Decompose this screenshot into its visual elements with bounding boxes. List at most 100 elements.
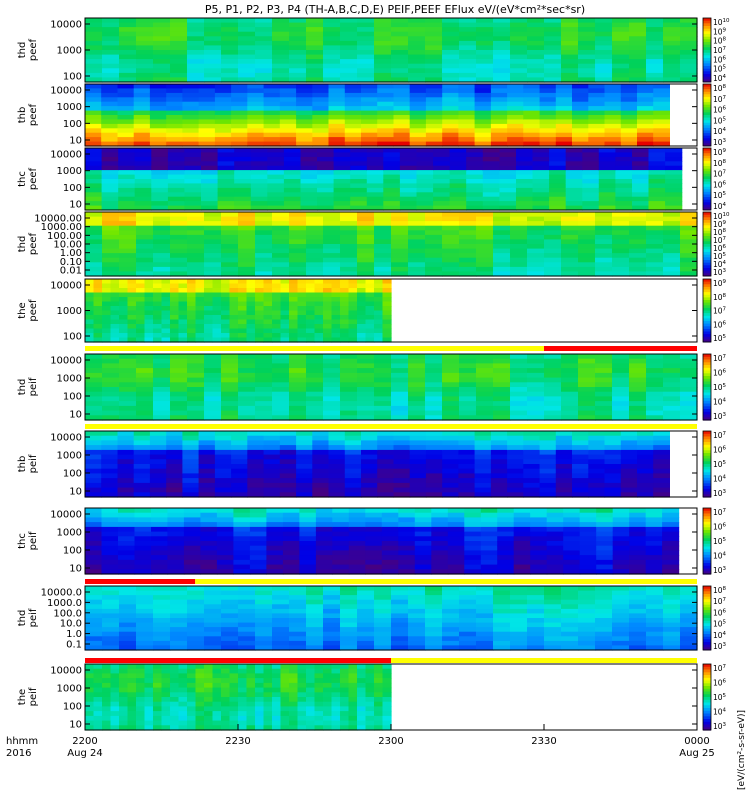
- spectrogram-cell: [490, 110, 508, 116]
- spectrogram-cell: [85, 119, 102, 125]
- spectrogram-cell: [612, 526, 630, 533]
- colorbar-segment: [703, 228, 711, 232]
- spectrogram-cell: [306, 590, 324, 596]
- spectrogram-cell: [561, 613, 579, 619]
- colorbar-segment: [703, 321, 711, 325]
- spectrogram-cell: [629, 257, 647, 263]
- spectrogram-cell: [555, 115, 573, 120]
- spectrogram-cell: [361, 101, 378, 107]
- spectrogram-cell: [604, 115, 622, 120]
- spectrogram-cell: [153, 640, 171, 647]
- spectrogram-cell: [391, 50, 409, 56]
- spectrogram-cell: [167, 550, 185, 556]
- spectrogram-cell: [425, 59, 443, 65]
- spectrogram-cell: [289, 271, 307, 277]
- spectrogram-cell: [312, 119, 330, 125]
- spectrogram-cell: [231, 84, 248, 89]
- panel-ylabel: the: [17, 302, 28, 318]
- spectrogram-cell: [549, 196, 567, 202]
- spectrogram-cell: [578, 244, 596, 250]
- spectrogram-cell: [166, 92, 183, 98]
- spectrogram-cell: [312, 132, 330, 138]
- spectrogram-cell: [466, 187, 484, 193]
- colorbar-segment: [703, 199, 711, 203]
- spectrogram-cell: [629, 40, 647, 47]
- spectrogram-cell: [665, 179, 683, 184]
- colorbar-frame: [702, 83, 712, 147]
- spectrogram-cell: [357, 368, 375, 374]
- spectrogram-cell: [474, 128, 492, 134]
- spectrogram-cell: [588, 132, 606, 138]
- spectrogram-cell: [595, 618, 613, 624]
- spectrogram-cell: [214, 449, 232, 456]
- spectrogram-cell: [629, 522, 647, 528]
- spectrogram-cell: [238, 613, 256, 619]
- spectrogram-cell: [497, 522, 515, 528]
- spectrogram-cell: [565, 165, 583, 171]
- spectrogram-cell: [133, 482, 151, 489]
- spectrogram-cell: [391, 271, 409, 277]
- spectrogram-cell: [289, 59, 307, 65]
- spectrogram-cell: [153, 310, 163, 316]
- spectrogram-cell: [344, 106, 362, 112]
- spectrogram-cell: [459, 387, 477, 393]
- spectrogram-cell: [85, 68, 103, 74]
- spectrogram-cell: [561, 40, 579, 47]
- spectrogram-cell: [134, 192, 152, 198]
- spectrogram-cell: [127, 310, 137, 316]
- spectrogram-cell: [680, 604, 698, 610]
- spectrogram-cell: [201, 187, 219, 193]
- spectrogram-cell: [167, 569, 185, 575]
- spectrogram-cell: [513, 508, 531, 514]
- spectrogram-cell: [102, 244, 120, 250]
- spectrogram-cell: [476, 239, 494, 245]
- spectrogram-cell: [136, 18, 154, 24]
- spectrogram-cell: [149, 473, 167, 479]
- spectrogram-cell: [272, 59, 290, 65]
- spectrogram-cell: [85, 522, 103, 528]
- spectrogram-cell: [523, 492, 541, 498]
- spectrogram-cell: [653, 487, 670, 493]
- spectrogram-cell: [604, 473, 622, 479]
- spectrogram-cell: [85, 687, 95, 693]
- spectrogram-cell: [289, 627, 307, 633]
- spectrogram-cell: [101, 92, 118, 98]
- spectrogram-cell: [204, 301, 214, 307]
- spectrogram-cell: [561, 45, 579, 51]
- ytick-label: 10: [69, 200, 82, 211]
- spectrogram-cell: [632, 148, 650, 153]
- spectrogram-cell: [357, 599, 375, 605]
- spectrogram-cell: [588, 487, 606, 493]
- spectrogram-cell: [629, 271, 647, 277]
- spectrogram-cell: [539, 141, 557, 147]
- spectrogram-cell: [187, 645, 205, 651]
- spectrogram-cell: [680, 18, 698, 24]
- spectrogram-cell: [357, 604, 375, 610]
- spectrogram-cell: [645, 536, 663, 542]
- spectrogram-cell: [546, 531, 564, 537]
- spectrogram-cell: [85, 187, 103, 193]
- spectrogram-cell: [588, 445, 606, 451]
- spectrogram-cell: [272, 18, 290, 24]
- spectrogram-cell: [136, 324, 146, 330]
- spectrogram-cell: [527, 59, 545, 65]
- colorbar-tick-label: 104: [713, 631, 727, 640]
- spectrogram-cell: [118, 559, 136, 566]
- spectrogram-cell: [184, 161, 202, 167]
- spectrogram-cell: [578, 599, 596, 605]
- spectrogram-cell: [263, 435, 281, 441]
- spectrogram-cell: [187, 391, 205, 397]
- spectrogram-cell: [527, 77, 545, 83]
- spectrogram-cell: [255, 405, 273, 412]
- spectrogram-cell: [474, 110, 492, 116]
- spectrogram-cell: [136, 54, 154, 60]
- colorbar-tick-label: 106: [713, 55, 727, 64]
- spectrogram-cell: [476, 636, 494, 642]
- spectrogram-cell: [136, 590, 154, 596]
- spectrogram-cell: [357, 306, 367, 312]
- spectrogram-cell: [497, 559, 515, 566]
- spectrogram-cell: [459, 636, 477, 642]
- spectrogram-cell: [221, 640, 239, 647]
- spectrogram-cell: [449, 165, 467, 171]
- spectrogram-cell: [306, 31, 324, 37]
